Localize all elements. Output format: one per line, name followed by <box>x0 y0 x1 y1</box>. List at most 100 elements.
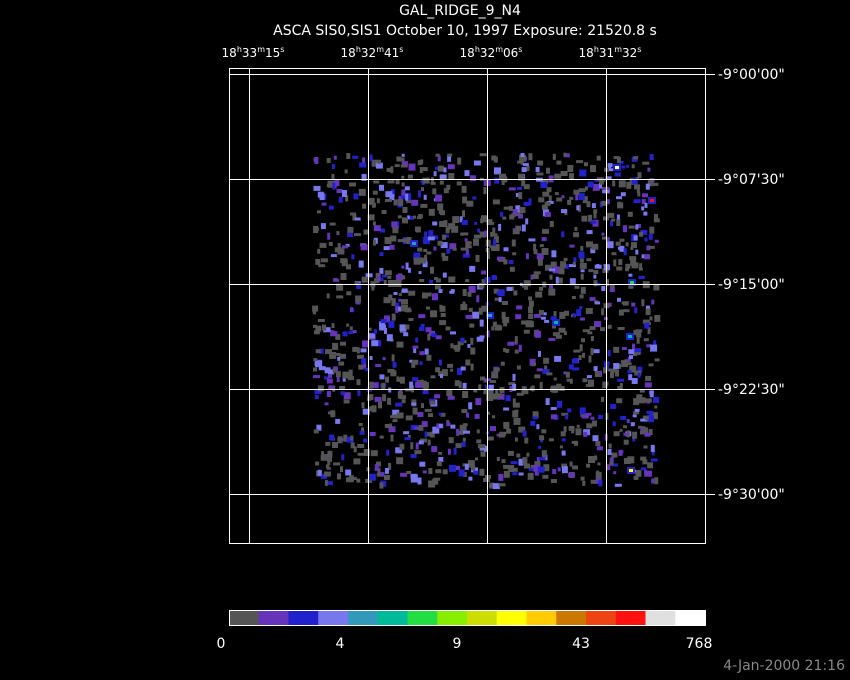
pixel <box>642 161 650 165</box>
pixel <box>580 273 584 280</box>
pixel <box>384 328 387 334</box>
pixel <box>412 407 418 415</box>
pixel <box>326 391 331 397</box>
pixel <box>644 237 648 242</box>
pixel <box>640 229 648 235</box>
pixel <box>491 393 498 400</box>
pixel <box>578 251 585 259</box>
pixel <box>600 177 604 181</box>
pixel <box>402 217 408 224</box>
pixel <box>447 395 455 400</box>
pixel <box>517 187 522 190</box>
pixel <box>581 215 588 222</box>
pixel <box>450 331 456 335</box>
pixel <box>329 222 336 226</box>
pixel <box>560 431 566 437</box>
pixel <box>616 219 621 226</box>
pixel <box>433 246 437 251</box>
pixel <box>564 310 569 316</box>
pixel <box>385 467 389 474</box>
pixel <box>486 219 493 226</box>
pixel <box>359 162 367 168</box>
pixel <box>576 205 580 211</box>
pixel <box>378 401 382 409</box>
pixel <box>561 412 569 416</box>
pixel <box>384 199 392 202</box>
pixel <box>435 278 441 283</box>
pixel <box>518 192 523 200</box>
pixel <box>492 244 500 251</box>
pixel <box>317 210 321 214</box>
pixel <box>627 370 632 373</box>
pixel <box>649 390 654 398</box>
pixel <box>553 311 557 317</box>
pixel <box>383 297 391 304</box>
pixel <box>448 173 455 180</box>
pixel <box>601 396 604 402</box>
pixel <box>367 214 375 221</box>
pixel <box>351 254 355 260</box>
pixel <box>554 192 559 196</box>
pixel <box>573 257 577 263</box>
pixel <box>631 378 638 384</box>
colorbar-frame <box>229 610 706 626</box>
pixel <box>647 327 651 335</box>
pixel <box>617 378 625 382</box>
pixel <box>396 457 404 465</box>
pixel <box>613 259 617 267</box>
pixel <box>335 371 341 378</box>
pixel <box>654 239 659 243</box>
pixel <box>459 216 463 223</box>
pixel <box>447 164 455 170</box>
pixel <box>326 184 334 187</box>
pixel <box>494 167 501 175</box>
pixel <box>415 381 423 388</box>
pixel <box>507 341 515 346</box>
pixel <box>544 319 550 323</box>
pixel <box>548 175 554 183</box>
pixel <box>418 440 424 445</box>
pixel <box>361 427 364 434</box>
pixel <box>512 472 518 476</box>
pixel <box>601 232 605 236</box>
pixel <box>548 288 556 296</box>
pixel <box>536 456 540 462</box>
pixel <box>607 163 613 168</box>
pixel <box>614 172 621 177</box>
pixel <box>379 321 386 328</box>
pixel <box>435 153 440 157</box>
pixel <box>361 276 368 283</box>
pixel <box>438 412 442 416</box>
pixel <box>643 445 648 449</box>
pixel <box>425 292 432 297</box>
pixel <box>503 259 508 265</box>
pixel <box>401 193 409 200</box>
pixel <box>403 431 410 435</box>
pixel <box>398 199 404 206</box>
pixel <box>553 377 557 381</box>
pixel <box>432 235 439 240</box>
pixel <box>541 429 547 434</box>
pixel <box>635 469 642 477</box>
pixel <box>386 167 392 172</box>
pixel <box>492 239 496 246</box>
colorbar-segment <box>645 611 676 625</box>
pixel <box>493 288 499 294</box>
pixel <box>650 344 658 352</box>
pixel <box>623 439 629 445</box>
pixel <box>502 301 508 305</box>
pixel <box>442 234 447 240</box>
pixel <box>556 160 562 165</box>
ra-value: 33 <box>242 46 257 60</box>
pixel <box>438 371 445 377</box>
pixel <box>452 247 457 251</box>
pixel <box>516 453 521 458</box>
pixel <box>349 326 353 331</box>
pixel <box>642 319 650 324</box>
pixel <box>462 437 466 442</box>
pixel <box>429 398 435 402</box>
pixel <box>460 232 465 236</box>
pixel <box>368 473 376 481</box>
pixel <box>490 233 498 237</box>
pixel <box>416 216 422 220</box>
